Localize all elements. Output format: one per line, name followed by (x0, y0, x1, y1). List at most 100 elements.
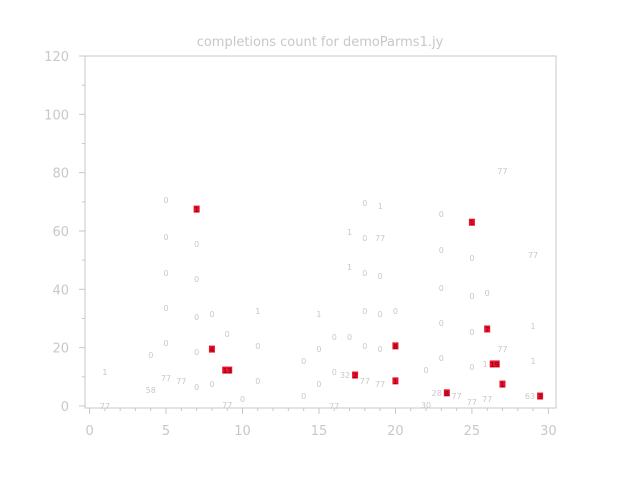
point-label: 0 (316, 380, 321, 389)
point-label: 0 (194, 348, 199, 357)
y-tick-label: 20 (52, 342, 69, 357)
point-label: 0 (378, 272, 383, 281)
highlight-point-marker (499, 380, 506, 388)
highlight-point-marker (443, 389, 450, 397)
point-label: 0 (194, 313, 199, 322)
highlight-point-marker (222, 366, 233, 374)
point-label: 77 (222, 401, 232, 410)
point-label: 0 (362, 234, 367, 243)
x-tick-label: 10 (234, 424, 251, 439)
highlight-point-label: 1 (470, 219, 474, 227)
point-label: 0 (469, 363, 474, 372)
point-label: 0 (164, 196, 169, 205)
point-label: 77 (467, 398, 477, 407)
point-label: 1 (378, 202, 383, 211)
point-label: 0 (209, 310, 214, 319)
point-label: 28 (432, 389, 442, 398)
highlight-point-label: 2 (353, 372, 357, 380)
y-tick-label: 60 (52, 225, 69, 240)
point-label: 0 (301, 357, 306, 366)
point-label: 0 (164, 269, 169, 278)
point-label: 77 (100, 402, 110, 411)
y-axis: 0 20 40 60 80 100 120 (44, 50, 85, 415)
point-label: 1 (531, 357, 536, 366)
highlight-point-label: 4 (210, 346, 215, 354)
highlight-point-marker (208, 345, 215, 353)
point-label: 0 (194, 275, 199, 284)
point-label: 0 (194, 383, 199, 392)
point-label: 63 (525, 392, 535, 401)
point-label: 1 (102, 368, 107, 377)
point-label: 0 (347, 333, 352, 342)
point-label: 77 (497, 345, 507, 354)
point-label: 0 (439, 284, 444, 293)
point-label: 0 (255, 377, 260, 386)
point-label: 30 (421, 401, 431, 410)
y-tick-label: 0 (61, 400, 69, 415)
point-label: 77 (329, 402, 339, 411)
x-tick-label: 30 (540, 424, 557, 439)
highlight-point-label: 13 (223, 367, 232, 375)
point-label: 0 (332, 368, 337, 377)
highlight-point-marker (392, 342, 399, 350)
point-label: 0 (362, 342, 367, 351)
point-label: 77 (161, 374, 171, 383)
point-label: 32 (340, 371, 350, 380)
x-tick-label: 25 (464, 424, 481, 439)
point-label: 1 (531, 322, 536, 331)
point-label: 77 (497, 167, 507, 176)
x-tick-label: 15 (311, 424, 328, 439)
point-label: 77 (360, 377, 370, 386)
point-label: 0 (301, 392, 306, 401)
x-axis: 0 5 10 15 20 25 30 (85, 408, 557, 439)
point-label: 1 (483, 360, 488, 369)
point-label: 0 (332, 333, 337, 342)
point-label: 0 (209, 380, 214, 389)
y-tick-label: 80 (52, 167, 69, 182)
y-tick-label: 40 (52, 283, 69, 298)
point-label: 0 (164, 339, 169, 348)
point-label: 0 (439, 210, 444, 219)
x-tick-label: 20 (387, 424, 404, 439)
highlight-point-marker (489, 360, 500, 368)
point-label: 77 (375, 380, 385, 389)
point-label: 1 (347, 228, 352, 237)
point-label: 0 (485, 289, 490, 298)
highlight-point-label: 1 (194, 206, 198, 214)
highlight-point-marker (537, 392, 544, 400)
point-label: 0 (225, 330, 230, 339)
point-label: 0 (393, 307, 398, 316)
point-label: 0 (469, 292, 474, 301)
highlight-point-marker (392, 377, 399, 385)
point-label: 1 (347, 263, 352, 272)
point-label: 0 (362, 269, 367, 278)
point-label: 0 (423, 366, 428, 375)
highlight-point-label: 3 (538, 393, 542, 401)
highlight-point-label: 1 (393, 378, 397, 386)
highlight-point-label: 8 (445, 390, 449, 398)
plot-frame (84, 55, 557, 409)
point-label: 77 (452, 392, 462, 401)
point-label: 77 (482, 395, 492, 404)
point-label: 0 (362, 307, 367, 316)
point-label: 0 (378, 310, 383, 319)
point-label: 77 (528, 251, 538, 260)
point-label: 0 (316, 345, 321, 354)
highlight-point-marker (468, 218, 475, 226)
point-label: 0 (469, 328, 474, 337)
highlight-point-label: 8 (393, 343, 397, 351)
highlight-point-label: 7 (485, 326, 489, 334)
point-label: 0 (378, 345, 383, 354)
chart-title: completions count for demoParms1.jy (197, 35, 444, 50)
x-tick-label: 5 (162, 424, 170, 439)
point-label: 0 (240, 395, 245, 404)
point-label: 0 (439, 354, 444, 363)
highlight-point-marker (352, 371, 359, 379)
point-label: 77 (375, 234, 385, 243)
point-label: 0 (439, 319, 444, 328)
point-label: 0 (164, 233, 169, 242)
point-label: 0 (255, 342, 260, 351)
point-label: 58 (146, 386, 156, 395)
